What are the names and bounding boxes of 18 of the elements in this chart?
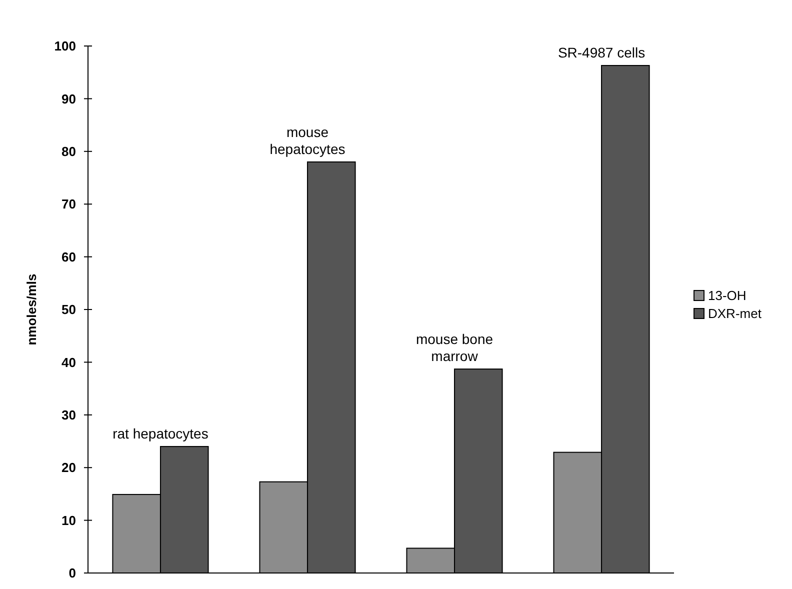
y-tick-label: 40 (62, 354, 76, 370)
y-tick-label: 30 (62, 407, 76, 422)
y-tick-label: 60 (62, 249, 76, 264)
x-tick-label: rat hepatocytes (112, 426, 208, 442)
x-tick-label: mouse bone marrow (416, 331, 494, 364)
y-tick-label: 90 (62, 91, 76, 106)
legend-label: 13-OH (708, 288, 746, 304)
legend-label: DXR-met (708, 306, 762, 322)
y-tick-label: 80 (62, 144, 76, 159)
y-tick-label: 0 (68, 566, 76, 581)
y-tick-label: 100 (54, 38, 76, 54)
y-tick-label: 20 (62, 460, 76, 476)
y-tick-label: 70 (62, 196, 76, 212)
x-tick-label: SR-4987 cells (558, 44, 646, 60)
y-tick-label: 50 (62, 302, 76, 318)
y-tick-label: 10 (62, 512, 76, 528)
x-tick-label: mouse hepatocytes (270, 124, 346, 157)
y-axis-title: nmoles/mls (24, 274, 39, 346)
